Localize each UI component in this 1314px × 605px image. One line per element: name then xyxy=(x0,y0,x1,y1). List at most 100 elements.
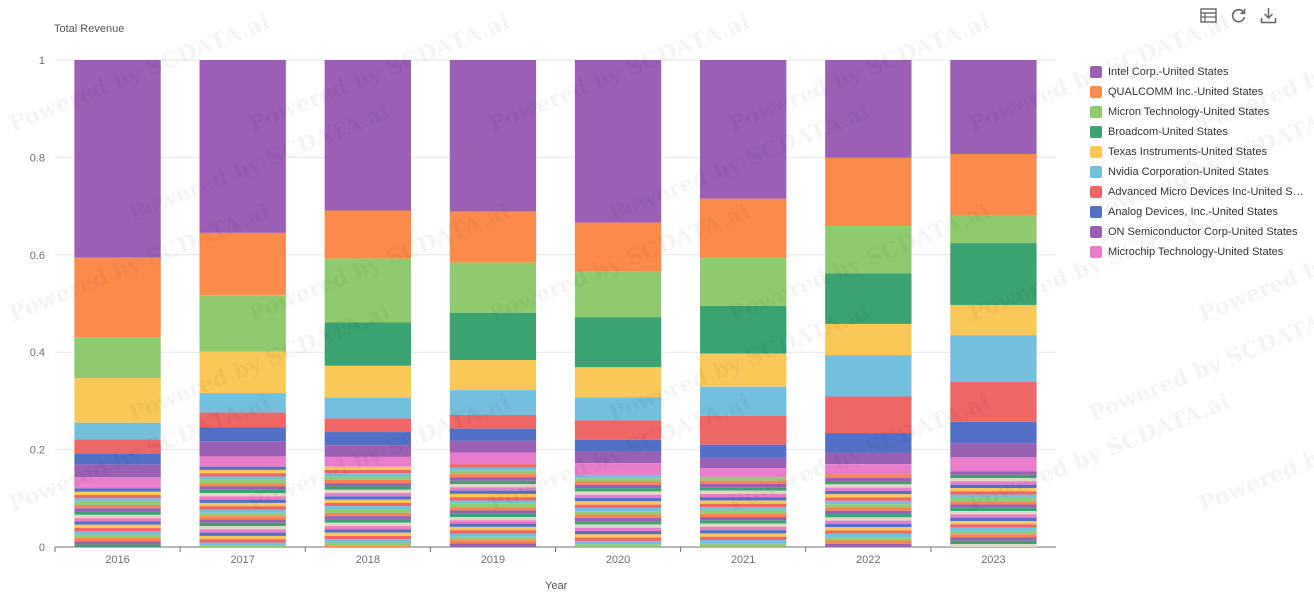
bar-segment-other[interactable] xyxy=(700,530,787,534)
bar-segment-other[interactable] xyxy=(74,485,161,489)
bar-segment-other[interactable] xyxy=(950,471,1037,475)
bar-segment-other[interactable] xyxy=(825,533,912,538)
bar-segment-other[interactable] xyxy=(199,509,286,513)
bar-segment-other[interactable] xyxy=(950,514,1037,518)
bar-segment-other[interactable] xyxy=(574,504,662,508)
bar-segment[interactable] xyxy=(950,243,1037,305)
bar-segment[interactable] xyxy=(700,60,787,199)
bar-segment-other[interactable] xyxy=(324,469,411,474)
bar-segment-other[interactable] xyxy=(825,497,912,501)
bar-segment-other[interactable] xyxy=(950,511,1037,515)
bar-segment-other[interactable] xyxy=(199,532,286,536)
bar-segment-other[interactable] xyxy=(324,476,411,480)
bar-segment-other[interactable] xyxy=(199,499,286,503)
bar-segment[interactable] xyxy=(449,428,537,441)
bar-segment-other[interactable] xyxy=(950,524,1037,528)
bar-segment-other[interactable] xyxy=(825,540,912,544)
bar-segment[interactable] xyxy=(199,351,286,394)
bar-segment[interactable] xyxy=(199,427,286,442)
bar-segment[interactable] xyxy=(700,415,787,445)
bar-segment-other[interactable] xyxy=(324,545,411,547)
bar-segment-other[interactable] xyxy=(449,467,537,471)
bar-segment[interactable] xyxy=(449,60,537,212)
bar-segment-other[interactable] xyxy=(700,507,787,511)
bar-segment-other[interactable] xyxy=(324,479,411,484)
bar-segment-other[interactable] xyxy=(574,481,662,485)
bar-segment-other[interactable] xyxy=(199,466,286,470)
bar-segment[interactable] xyxy=(199,412,286,428)
bar-segment[interactable] xyxy=(950,60,1037,154)
bar-segment[interactable] xyxy=(324,210,411,259)
bar-segment[interactable] xyxy=(449,262,537,313)
bar-segment-other[interactable] xyxy=(950,481,1037,485)
bar-segment[interactable] xyxy=(825,355,912,397)
bar-segment-other[interactable] xyxy=(74,511,161,515)
legend-item[interactable]: Nvidia Corporation-United States xyxy=(1090,162,1305,182)
bar-segment[interactable] xyxy=(825,464,912,475)
bar-segment-other[interactable] xyxy=(700,500,787,504)
bar-segment-other[interactable] xyxy=(700,520,787,524)
bar-segment-other[interactable] xyxy=(199,496,286,500)
bar-segment-other[interactable] xyxy=(199,489,286,494)
bar-segment[interactable] xyxy=(574,317,662,368)
legend-item[interactable]: Texas Instruments-United States xyxy=(1090,142,1305,162)
bar-segment-other[interactable] xyxy=(449,523,537,527)
bar-segment-other[interactable] xyxy=(449,530,537,534)
bar-segment[interactable] xyxy=(449,359,537,391)
legend-item[interactable]: Microchip Technology-United States xyxy=(1090,242,1305,262)
bar-segment-other[interactable] xyxy=(825,481,912,485)
bar-segment-other[interactable] xyxy=(950,497,1037,502)
bar-segment-other[interactable] xyxy=(700,533,787,537)
bar-segment-other[interactable] xyxy=(574,501,662,505)
bar-segment-other[interactable] xyxy=(700,493,787,498)
bar-segment-other[interactable] xyxy=(74,537,161,542)
bar-segment[interactable] xyxy=(324,418,411,433)
bar-segment[interactable] xyxy=(324,397,411,419)
bar-segment[interactable] xyxy=(700,258,787,306)
bar-segment-other[interactable] xyxy=(950,504,1037,508)
bar-segment-other[interactable] xyxy=(950,527,1037,531)
bar-segment[interactable] xyxy=(574,367,662,398)
bar-segment-other[interactable] xyxy=(574,474,662,479)
bar-segment-other[interactable] xyxy=(825,530,912,534)
bar-segment[interactable] xyxy=(950,457,1037,472)
bar-segment-other[interactable] xyxy=(449,464,537,468)
legend-item[interactable]: Broadcom-United States xyxy=(1090,122,1305,142)
legend-item[interactable]: Micron Technology-United States xyxy=(1090,102,1305,122)
bar-segment-other[interactable] xyxy=(74,498,161,502)
bar-segment[interactable] xyxy=(199,393,286,413)
bar-segment[interactable] xyxy=(700,386,787,416)
bar-segment-other[interactable] xyxy=(199,542,286,546)
bar-segment-other[interactable] xyxy=(950,501,1037,505)
bar-segment-other[interactable] xyxy=(449,497,537,501)
bar-segment-other[interactable] xyxy=(574,507,662,512)
bar-segment-other[interactable] xyxy=(574,527,662,532)
bar-segment-other[interactable] xyxy=(74,534,161,538)
bar-segment-other[interactable] xyxy=(324,522,411,527)
bar-segment[interactable] xyxy=(74,60,161,258)
bar-segment-other[interactable] xyxy=(700,536,787,541)
bar-segment-other[interactable] xyxy=(324,502,411,507)
bar-segment-other[interactable] xyxy=(324,486,411,490)
bar-segment-other[interactable] xyxy=(324,539,411,543)
bar-segment[interactable] xyxy=(950,335,1037,382)
bar-segment-other[interactable] xyxy=(825,523,912,528)
bar-segment-other[interactable] xyxy=(950,507,1037,512)
bar-segment-other[interactable] xyxy=(74,541,161,545)
bar-segment[interactable] xyxy=(449,211,537,263)
bar-segment[interactable] xyxy=(700,444,787,458)
bar-segment-other[interactable] xyxy=(700,526,787,531)
bar-segment-other[interactable] xyxy=(199,502,286,507)
bar-segment[interactable] xyxy=(825,396,912,434)
bar-segment-other[interactable] xyxy=(449,543,537,547)
bar-segment-other[interactable] xyxy=(449,540,537,544)
bar-segment-other[interactable] xyxy=(825,494,912,498)
legend-item[interactable]: QUALCOMM Inc.-United States xyxy=(1090,82,1305,102)
bar-segment[interactable] xyxy=(574,439,662,452)
bar-segment-other[interactable] xyxy=(574,531,662,535)
bar-segment-other[interactable] xyxy=(449,477,537,481)
bar-segment-other[interactable] xyxy=(74,495,161,499)
bar-segment-other[interactable] xyxy=(449,510,537,514)
bar-segment-other[interactable] xyxy=(825,500,912,505)
bar-segment[interactable] xyxy=(449,415,537,429)
